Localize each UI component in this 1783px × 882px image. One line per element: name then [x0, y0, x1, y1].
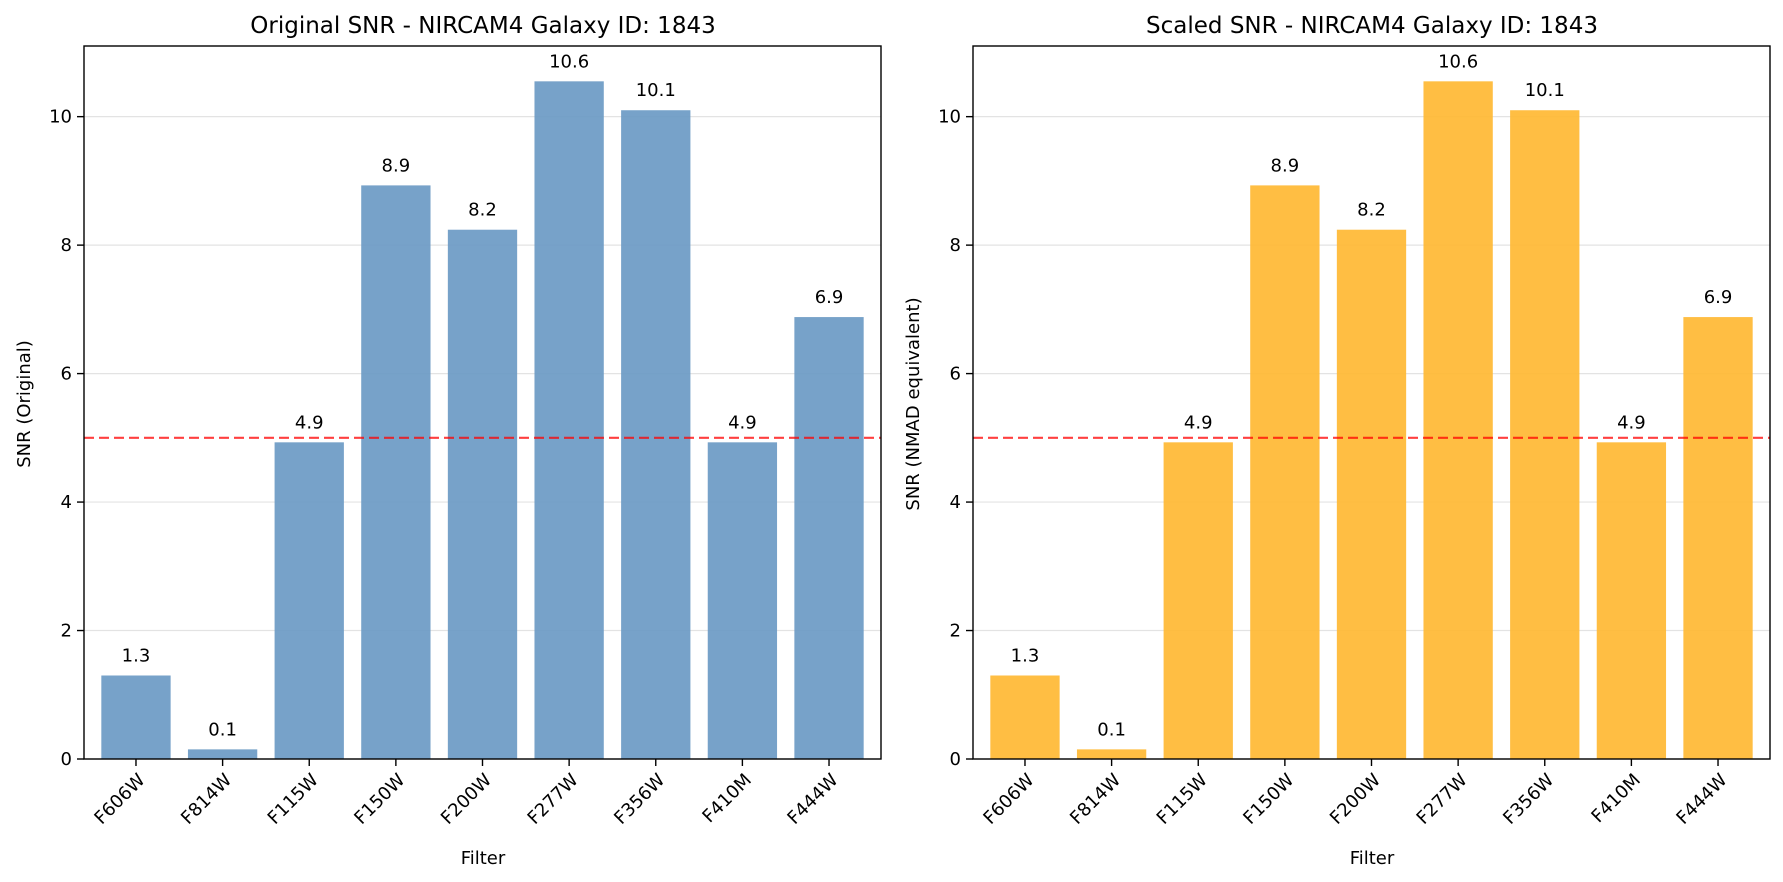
y-ticks: 0 2 4 6 8 10 — [49, 107, 84, 770]
bar-value-label: 10.6 — [1438, 51, 1478, 72]
bar-f356w — [621, 110, 691, 759]
bar-f150w — [1250, 185, 1320, 759]
y-tick-label: 6 — [61, 364, 72, 385]
bar-f444w — [794, 317, 864, 759]
bar-value-label: 1.3 — [122, 645, 151, 666]
bar-f356w — [1510, 110, 1580, 759]
bar-f115w — [274, 442, 344, 759]
bar-f150w — [361, 185, 431, 759]
bar-value-label: 6.9 — [815, 287, 844, 308]
bar-value-label: 8.2 — [1357, 200, 1386, 221]
bar-f277w — [1423, 81, 1493, 759]
bar-value-label: 10.1 — [1525, 80, 1565, 101]
chart-original-snr: Original SNR - NIRCAM4 Galaxy ID: 1843 S… — [14, 13, 882, 869]
y-tick-label: 8 — [61, 235, 72, 256]
y-tick-label: 8 — [950, 235, 961, 256]
y-tick-label: 0 — [950, 749, 961, 770]
bar-f410m — [1596, 442, 1667, 759]
bar-value-label: 4.9 — [728, 412, 757, 433]
bar-value-label: 8.2 — [468, 200, 497, 221]
y-tick-label: 2 — [950, 621, 961, 642]
bar-value-labels: 1.3 0.1 4.9 8.9 8.2 10.6 10.1 4.9 6.9 — [122, 51, 844, 740]
bar-value-label: 8.9 — [1271, 155, 1300, 176]
plot-frame — [83, 45, 882, 760]
y-tick-label: 2 — [61, 621, 72, 642]
bar-value-label: 10.1 — [636, 80, 676, 101]
bars — [990, 81, 1753, 760]
y-ticks: 0 2 4 6 8 10 — [938, 107, 973, 770]
bar-value-label: 0.1 — [208, 719, 237, 740]
bar-value-label: 4.9 — [1184, 412, 1213, 433]
bar-value-label: 4.9 — [1617, 412, 1646, 433]
bar-value-label: 6.9 — [1704, 287, 1733, 308]
bar-f200w — [447, 229, 518, 760]
plot-frame — [972, 45, 1771, 760]
bar-value-labels: 1.3 0.1 4.9 8.9 8.2 10.6 10.1 4.9 6.9 — [1011, 51, 1733, 740]
bar-f277w — [534, 81, 604, 759]
x-axis-label: Filter — [461, 848, 506, 869]
bar-f814w — [187, 749, 258, 759]
y-tick-label: 4 — [950, 492, 961, 513]
bar-f606w — [990, 675, 1060, 759]
chart-title: Scaled SNR - NIRCAM4 Galaxy ID: 1843 — [1146, 13, 1598, 39]
bar-value-label: 10.6 — [549, 51, 589, 72]
bar-value-label: 0.1 — [1097, 719, 1126, 740]
y-tick-label: 6 — [950, 364, 961, 385]
bar-value-label: 8.9 — [382, 155, 411, 176]
bar-f200w — [1336, 229, 1407, 760]
bar-f814w — [1076, 749, 1147, 759]
chart-title: Original SNR - NIRCAM4 Galaxy ID: 1843 — [250, 13, 715, 39]
bar-f606w — [101, 675, 171, 759]
bar-value-label: 4.9 — [295, 412, 324, 433]
x-axis-label: Filter — [1350, 848, 1395, 869]
bar-f444w — [1683, 317, 1753, 759]
y-tick-label: 4 — [61, 492, 72, 513]
y-axis-label: SNR (Original) — [14, 340, 35, 468]
y-axis-label: SNR (NMAD equivalent) — [903, 297, 924, 510]
y-tick-label: 10 — [49, 107, 72, 128]
y-tick-label: 0 — [61, 749, 72, 770]
bar-f115w — [1163, 442, 1233, 759]
bars — [101, 81, 864, 760]
bar-value-label: 1.3 — [1011, 645, 1040, 666]
bar-f410m — [707, 442, 778, 759]
y-tick-label: 10 — [938, 107, 961, 128]
